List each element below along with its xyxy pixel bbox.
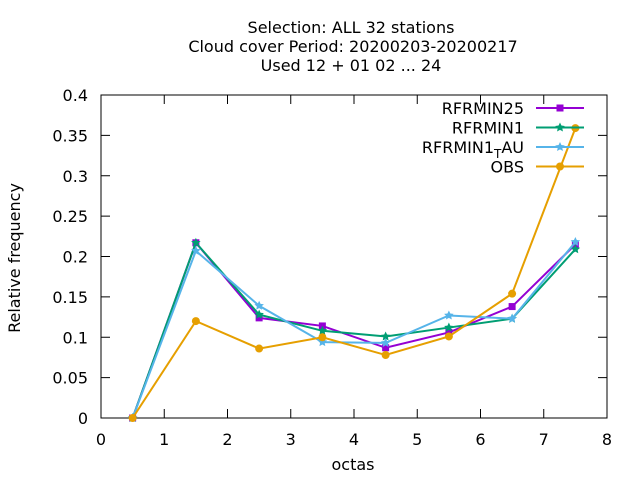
legend-entry: RFRMIN1TAU — [422, 138, 584, 161]
data-point — [318, 333, 327, 342]
legend-label: OBS — [491, 158, 524, 177]
data-point — [381, 351, 390, 360]
series-layer — [127, 124, 581, 423]
y-tick-label: 0.2 — [63, 248, 88, 267]
x-tick-label: 8 — [602, 430, 612, 449]
data-point — [317, 325, 328, 335]
series-line — [131, 127, 577, 419]
title-line-2: Cloud cover Period: 20200203-20200217 — [188, 37, 517, 56]
y-tick-label: 0.3 — [63, 167, 88, 186]
x-tick-label: 2 — [222, 430, 232, 449]
chart-title: Selection: ALL 32 stations Cloud cover P… — [188, 18, 517, 75]
data-point — [191, 317, 200, 326]
axes: 0 0.05 0.1 0.15 0.2 0.25 0.3 0.35 0.4 0 1 2 3 4 5 6 7 8 — [52, 86, 612, 449]
legend-label: RFRMIN1 — [452, 119, 524, 138]
legend-entry: RFRMIN1 — [452, 119, 584, 138]
y-axis-label: Relative frequency — [5, 183, 24, 333]
title-line-1: Selection: ALL 32 stations — [248, 18, 455, 37]
x-tick-label: 6 — [475, 430, 485, 449]
x-tick-label: 3 — [286, 430, 296, 449]
legend-entry: RFRMIN25 — [442, 99, 584, 118]
series-line — [131, 241, 577, 419]
data-point — [444, 310, 454, 320]
series-rfrmin1-tau — [127, 236, 581, 423]
data-point — [508, 303, 516, 311]
data-point — [380, 337, 391, 347]
x-tick-label: 1 — [159, 430, 169, 449]
plot-frame — [100, 94, 608, 419]
data-point — [444, 322, 454, 332]
x-axis-label: octas — [332, 455, 375, 474]
legend-entry: OBS — [491, 158, 584, 177]
title-line-3: Used 12 + 01 02 ... 24 — [261, 56, 442, 75]
series-rfrmin1 — [127, 237, 581, 423]
series-obs — [128, 124, 580, 422]
y-tick-label: 0.25 — [52, 207, 88, 226]
data-point — [507, 313, 517, 323]
x-tick-label: 5 — [412, 430, 422, 449]
data-point — [128, 414, 137, 422]
y-tick-label: 0.4 — [63, 86, 88, 105]
data-point — [445, 328, 453, 336]
data-point — [191, 245, 201, 255]
data-point — [570, 236, 581, 247]
y-tick-label: 0.05 — [52, 369, 88, 388]
legend-label: RFRMIN1TAU — [422, 138, 524, 161]
data-point — [254, 309, 264, 319]
data-point — [508, 289, 517, 298]
x-tick-label: 0 — [96, 430, 106, 449]
y-tick-label: 0.1 — [63, 328, 88, 347]
legend-marker — [556, 104, 564, 112]
data-point — [255, 344, 264, 353]
legend-marker — [556, 162, 564, 171]
data-point — [254, 300, 264, 310]
x-tick-label: 4 — [349, 430, 359, 449]
legend-marker — [555, 122, 565, 132]
data-point — [570, 244, 581, 254]
series-rfrmin25 — [129, 239, 579, 422]
y-tick-label: 0.35 — [52, 126, 88, 145]
data-point — [444, 332, 453, 341]
data-point — [255, 314, 263, 322]
y-tick-label: 0.15 — [52, 288, 88, 307]
x-tick-label: 7 — [539, 430, 549, 449]
data-point — [380, 331, 391, 341]
series-line — [131, 240, 577, 419]
legend-label: RFRMIN25 — [442, 99, 524, 118]
data-point — [191, 237, 201, 247]
y-tick-label: 0 — [78, 409, 88, 428]
data-point — [317, 337, 328, 347]
legend-marker — [555, 142, 565, 152]
series-line — [131, 240, 577, 419]
data-point — [382, 344, 390, 352]
